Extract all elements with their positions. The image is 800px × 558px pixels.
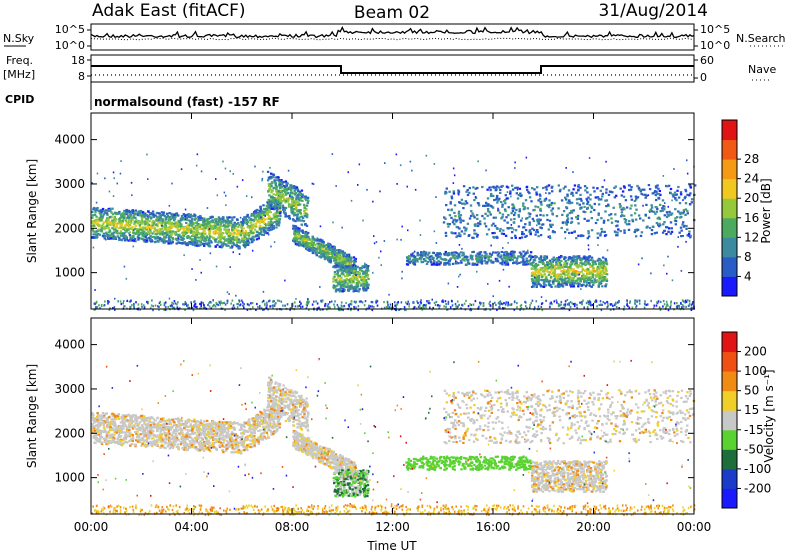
time-axis-label: Time UT <box>366 539 417 553</box>
y-tick-label: 3000 <box>54 177 85 191</box>
nave-tick-bottom: 0 <box>700 71 707 84</box>
colorbar-tick: -50 <box>744 442 764 456</box>
freq-trace <box>91 66 694 73</box>
freq-label-top: Freq. <box>6 54 33 67</box>
y-tick-label: 4000 <box>54 133 85 147</box>
nsearch-label: N.Search <box>736 32 786 45</box>
power-colorbar: 4 8 12 16 20 24 28 Power [dB] <box>722 120 773 297</box>
station-title: Adak East (fitACF) <box>92 1 246 21</box>
noise-trace <box>91 28 694 40</box>
noise-tick-top-right: 10^5 <box>700 23 730 36</box>
x-tick-label: 00:00 <box>677 520 712 534</box>
y-tick-label: 3000 <box>54 382 85 396</box>
colorbar-tick: 8 <box>744 250 752 264</box>
freq-panel: 18 8 60 0 Freq. [MHz] Nave <box>3 54 776 84</box>
colorbar-tick: 15 <box>744 403 759 417</box>
noise-tick-top-left: 10^5 <box>55 23 85 36</box>
beam-title: Beam 02 <box>354 3 430 23</box>
freq-tick-top: 18 <box>71 54 85 67</box>
colorbar-tick: 24 <box>744 172 759 186</box>
velocity-panel: 1000 2000 3000 4000 Slant Range [km] <box>25 318 695 516</box>
colorbar-tick: 12 <box>744 230 759 244</box>
velocity-ylabel: Slant Range [km] <box>25 364 39 468</box>
x-tick-label: 00:00 <box>74 520 109 534</box>
power-ylabel: Slant Range [km] <box>25 159 39 263</box>
freq-tick-bottom: 8 <box>78 70 85 83</box>
y-tick-label: 2000 <box>54 426 85 440</box>
freq-label-bottom: [MHz] <box>3 68 35 81</box>
colorbar-tick: 16 <box>744 211 759 225</box>
velocity-colorbar-label: Velocity [m s⁻¹] <box>762 369 776 462</box>
noise-tick-bottom-right: 10^0 <box>700 39 730 52</box>
colorbar-tick: 200 <box>744 345 767 359</box>
colorbar-tick: 4 <box>744 269 752 283</box>
colorbar-tick: 50 <box>744 384 759 398</box>
nsky-label: N.Sky <box>3 32 35 45</box>
x-tick-label: 16:00 <box>476 520 511 534</box>
noise-panel: 10^5 10^0 10^5 10^0 N.Sky N.Search <box>3 23 786 52</box>
colorbar-tick: -100 <box>744 462 771 476</box>
x-tick-label: 20:00 <box>576 520 611 534</box>
date-title: 31/Aug/2014 <box>598 1 708 21</box>
nave-tick-top: 60 <box>700 54 714 67</box>
y-tick-label: 1000 <box>54 471 85 485</box>
colorbar-tick: -15 <box>744 423 764 437</box>
power-panel: 1000 2000 3000 4000 Slant Range [km] <box>25 113 696 311</box>
y-tick-label: 4000 <box>54 338 85 352</box>
noise-tick-bottom-left: 10^0 <box>55 39 85 52</box>
power-colorbar-label: Power [dB] <box>759 178 773 243</box>
colorbar-tick: 20 <box>744 191 759 205</box>
cpid-text: normalsound (fast) -157 RF <box>94 95 280 109</box>
x-tick-label: 08:00 <box>275 520 310 534</box>
y-tick-label: 2000 <box>54 221 85 235</box>
x-tick-label: 12:00 <box>375 520 410 534</box>
cpid-label: CPID <box>5 93 34 106</box>
x-tick-label: 04:00 <box>174 520 209 534</box>
nave-label: Nave <box>748 63 776 76</box>
colorbar-tick: -200 <box>744 481 771 495</box>
cpid-panel: CPID normalsound (fast) -157 RF <box>5 82 280 110</box>
y-tick-label: 1000 <box>54 266 85 280</box>
colorbar-tick: 28 <box>744 152 759 166</box>
